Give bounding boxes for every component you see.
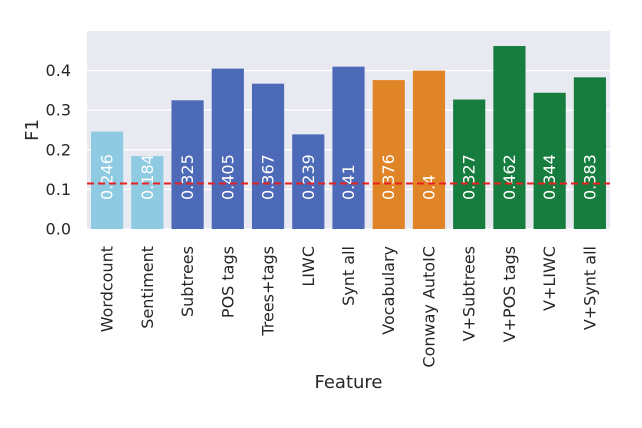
value-label: 0.376 — [379, 154, 398, 200]
value-label: 0.344 — [540, 154, 559, 200]
value-label: 0.462 — [500, 154, 519, 200]
x-tick-label: V+LIWC — [540, 246, 559, 311]
value-label: 0.184 — [138, 154, 157, 200]
y-axis-label: F1 — [22, 119, 43, 141]
bar — [412, 70, 446, 229]
bar — [493, 46, 526, 229]
x-tick-label: POS tags — [218, 246, 237, 318]
value-label: 0.325 — [178, 154, 197, 200]
bar — [372, 80, 405, 229]
bars — [91, 46, 606, 230]
bar — [251, 83, 285, 229]
x-tick-label: Conway AutoIC — [419, 246, 438, 368]
value-label: 0.383 — [580, 154, 599, 200]
value-labels: 0.246 0.184 0.325 0.405 0.367 0.239 0.41 0.376 0… — [98, 154, 600, 200]
value-label: 0.327 — [460, 154, 479, 200]
value-label: 0.405 — [218, 154, 237, 200]
x-tick-label: Sentiment — [138, 246, 157, 329]
bar — [453, 99, 486, 230]
value-label: 0.4 — [419, 175, 438, 200]
x-tick-label: V+Synt all — [580, 246, 599, 330]
x-tick-label: LIWC — [299, 246, 318, 287]
bar — [171, 100, 204, 229]
x-tick-label: Trees+tags — [259, 246, 278, 337]
y-tick-label: 0.4 — [46, 61, 71, 80]
x-tick-label: V+POS tags — [500, 246, 519, 342]
y-tick-label: 0.0 — [46, 220, 71, 239]
x-axis-ticks: Wordcount Sentiment Subtrees POS tags Trees+… — [98, 246, 600, 368]
x-tick-label: Synt all — [339, 246, 358, 306]
value-label: 0.246 — [98, 154, 117, 200]
bar — [573, 77, 606, 229]
value-label: 0.367 — [259, 154, 278, 200]
y-tick-label: 0.2 — [46, 140, 71, 159]
x-tick-label: Vocabulary — [379, 246, 398, 335]
bar — [332, 66, 365, 229]
y-tick-label: 0.1 — [46, 180, 71, 199]
x-tick-label: V+Subtrees — [460, 246, 479, 341]
x-tick-label: Subtrees — [178, 246, 197, 317]
bar — [211, 68, 244, 230]
y-tick-label: 0.3 — [46, 101, 71, 120]
x-axis-label: Feature — [314, 372, 382, 393]
x-tick-label: Wordcount — [98, 246, 117, 332]
bar — [131, 156, 164, 229]
bar — [533, 92, 566, 229]
value-label: 0.41 — [339, 164, 358, 200]
bar — [292, 134, 325, 229]
value-label: 0.239 — [299, 154, 318, 200]
y-axis-ticks: 0.0 0.1 0.2 0.3 0.4 — [46, 61, 71, 238]
bar — [91, 131, 124, 229]
